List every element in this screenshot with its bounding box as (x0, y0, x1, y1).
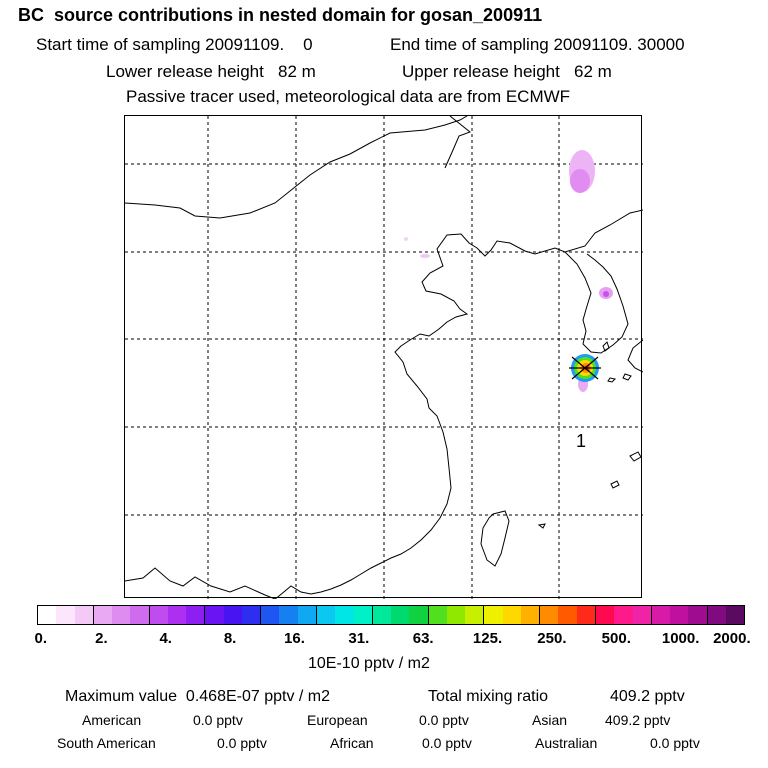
colorbar-segment (261, 606, 280, 624)
upper-release-height: Upper release height 62 m (402, 62, 612, 81)
colorbar-segment (167, 606, 187, 624)
colorbar-segment (297, 606, 317, 624)
colorbar-ticks: 0. 2. 4. 8. 16. 31. 63. 125. 250. 500. 1000. 2000. (0, 630, 768, 650)
plot-title: BC source contributions in nested domain… (18, 5, 543, 25)
colorbar-tick-label: 125. (472, 630, 503, 647)
island-3 (629, 451, 642, 462)
colorbar-segment (540, 606, 559, 624)
colorbar-segment (335, 606, 354, 624)
colorbar-segment (241, 606, 262, 624)
colorbar-tick-label: 8. (223, 630, 237, 647)
colorbar-segment (520, 606, 541, 624)
island-4 (610, 480, 620, 489)
colorbar-tick-label: 16. (284, 630, 305, 647)
colorbar-segment (353, 606, 373, 624)
coastlines (125, 116, 643, 599)
station-number: 1 (576, 431, 586, 451)
island-5 (537, 523, 546, 529)
region-value: 409.2 pptv (605, 712, 671, 728)
colorbar-segment (707, 606, 726, 624)
colorbar-segment (688, 606, 708, 624)
colorbar-segment (186, 606, 206, 624)
colorbar-segment (409, 606, 429, 624)
colorbar-segment (205, 606, 224, 624)
colorbar-segment (595, 606, 615, 624)
colorbar-units: 10E-10 pptv / m2 (308, 655, 430, 672)
colorbar-segment (93, 606, 113, 624)
colorbar-tick-label: 250. (537, 630, 567, 647)
region-value: 0.0 pptv (217, 735, 267, 751)
colorbar-segment (614, 606, 633, 624)
map-panel: 1 (124, 115, 643, 599)
region-name: African (330, 735, 374, 751)
colorbar-segment (446, 606, 466, 624)
colorbar-segment (130, 606, 150, 624)
region-name: American (82, 712, 142, 728)
total-mixing-label: Total mixing ratio (428, 688, 549, 705)
border-southwest (125, 567, 276, 599)
region-value: 0.0 pptv (193, 712, 243, 728)
colorbar-segment (38, 606, 57, 624)
map-svg: 1 (125, 116, 643, 599)
region-name: Australian (535, 735, 598, 751)
plume-trace (420, 254, 430, 258)
total-mixing-value: 409.2 pptv (610, 688, 685, 705)
lower-release-height: Lower release height 82 m (106, 62, 316, 81)
colorbar-segment (279, 606, 298, 624)
colorbar-segment (74, 606, 94, 624)
colorbar-segment (372, 606, 392, 624)
colorbar-segment (484, 606, 503, 624)
max-value: Maximum value 0.468E-07 pptv / m2 (65, 688, 331, 705)
border-north (125, 116, 468, 219)
tracer-note: Passive tracer used, meteorological data… (126, 87, 571, 106)
colorbar-segment (558, 606, 577, 624)
coast-korea (564, 251, 629, 354)
colorbar-segment (56, 606, 75, 624)
colorbar-tick-label: 2. (95, 630, 108, 647)
colorbar-tick-label: 1000. (661, 630, 700, 647)
island-1 (622, 373, 632, 381)
colorbar-segment (670, 606, 689, 624)
region-name: Asian (532, 712, 568, 728)
colorbar-segment (149, 606, 168, 624)
colorbar-segment (112, 606, 131, 624)
colorbar-segment (632, 606, 652, 624)
coast-bohai-yellow-sea (274, 209, 643, 599)
coast-taiwan (480, 510, 510, 567)
colorbar-tick-label: 31. (348, 630, 370, 647)
plume-north-mid (570, 169, 590, 193)
colorbar (37, 605, 745, 625)
coast-japan-kyushu (627, 339, 643, 373)
colorbar-tick-label: 2000. (713, 630, 751, 647)
colorbar-segment (428, 606, 447, 624)
region-value: 0.0 pptv (419, 712, 469, 728)
plume-korea-core (603, 291, 609, 297)
lat-lon-grid (125, 116, 643, 599)
colorbar-tick-label: 0. (34, 630, 48, 647)
region-value: 0.0 pptv (422, 735, 472, 751)
colorbar-tick-label: 63. (412, 630, 434, 647)
station-marker (569, 356, 601, 380)
start-time-label: Start time of sampling 20091109. 0 (36, 35, 313, 54)
plume-trace (404, 237, 408, 241)
colorbar-segment (391, 606, 410, 624)
region-name: South American (57, 735, 156, 751)
island-2 (607, 377, 617, 383)
colorbar-tick-label: 500. (601, 630, 631, 647)
colorbar-tick-label: 4. (159, 630, 172, 647)
colorbar-segment (316, 606, 336, 624)
colorbar-segment (502, 606, 521, 624)
end-time-label: End time of sampling 20091109. 30000 (390, 35, 685, 54)
colorbar-segment (725, 606, 745, 624)
region-name: European (307, 712, 368, 728)
concentration-field (404, 150, 613, 392)
colorbar-segment (576, 606, 596, 624)
colorbar-segment (651, 606, 671, 624)
region-value: 0.0 pptv (650, 735, 700, 751)
island-tsushima (602, 341, 610, 352)
colorbar-segment (465, 606, 485, 624)
colorbar-segment (223, 606, 242, 624)
border-northeast (444, 116, 472, 169)
